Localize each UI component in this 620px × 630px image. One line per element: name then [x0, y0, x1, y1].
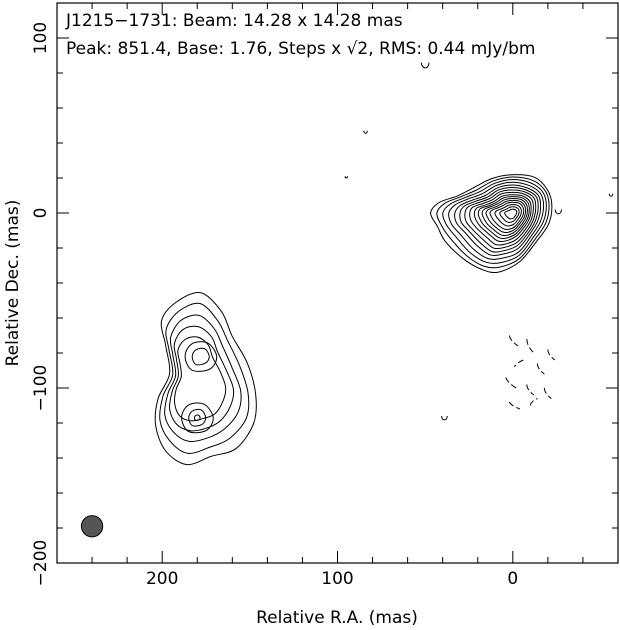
core-contour [485, 199, 527, 234]
y-tick-labels: 100 0 −100 −200 [31, 22, 51, 587]
title-line-2: Peak: 851.4, Base: 1.76, Steps x √2, RMS… [66, 39, 535, 59]
negative-contour-lines [505, 335, 556, 410]
core-contour [436, 176, 550, 269]
negative-contour [526, 384, 535, 396]
core-contour [464, 189, 537, 250]
y-tick-label: 0 [31, 208, 51, 219]
y-tick-label: −100 [31, 365, 51, 412]
core-contour [477, 196, 530, 240]
y-tick-label: 100 [31, 22, 51, 54]
noise-contour [363, 130, 368, 134]
core-contour [459, 186, 539, 253]
plot-frame [56, 2, 619, 564]
core-contour [430, 174, 553, 274]
negative-contour [529, 398, 538, 406]
x-tick-labels: 200 100 0 [146, 569, 518, 589]
core-contour [473, 194, 532, 243]
negative-contour [505, 377, 517, 389]
noise-contour [441, 415, 448, 421]
core-contour [494, 203, 522, 227]
negative-contour [526, 338, 535, 354]
lobe-peak-contour [193, 414, 201, 421]
lobe-contour [154, 292, 257, 466]
negative-contour [508, 401, 521, 410]
negative-contour [508, 335, 519, 347]
contour-lines [154, 62, 614, 466]
x-tick-label: 100 [321, 569, 353, 589]
lobe-peak-contour [184, 341, 218, 372]
lobe-peak-contour [188, 408, 207, 427]
lobe-contour [159, 302, 250, 454]
y-axis-label: Relative Dec. (mas) [3, 200, 23, 367]
title-line-1: J1215−1731: Beam: 14.28 x 14.28 mas [65, 11, 403, 31]
lobe-contour [173, 336, 227, 422]
core-contour [448, 181, 545, 260]
axis-ticks [57, 3, 618, 563]
noise-contour [420, 62, 430, 69]
core-contour [504, 208, 518, 220]
core-contour [481, 197, 528, 237]
core-contour [442, 178, 547, 264]
core-contour [454, 184, 542, 256]
lobe-peak-contour [181, 402, 214, 434]
core-contour [469, 191, 534, 246]
noise-contour [344, 176, 348, 179]
lobe-contour [168, 325, 235, 432]
x-axis-label: Relative R.A. (mas) [256, 608, 418, 628]
noise-contour [608, 193, 614, 197]
core-contour [499, 206, 520, 223]
negative-contour [536, 363, 545, 375]
lobe-contour [164, 314, 242, 443]
y-tick-label: −200 [31, 540, 51, 587]
sqrt2-symbol: √2 [347, 39, 369, 59]
beam-ellipse [80, 515, 104, 538]
negative-contour [514, 359, 524, 368]
lobe-peak-contour [191, 347, 210, 366]
x-tick-label: 200 [146, 569, 178, 589]
negative-contour [543, 387, 552, 399]
x-tick-label: 0 [507, 569, 518, 589]
noise-contour [554, 209, 563, 215]
core-contour [489, 201, 525, 231]
negative-contour [547, 349, 556, 361]
